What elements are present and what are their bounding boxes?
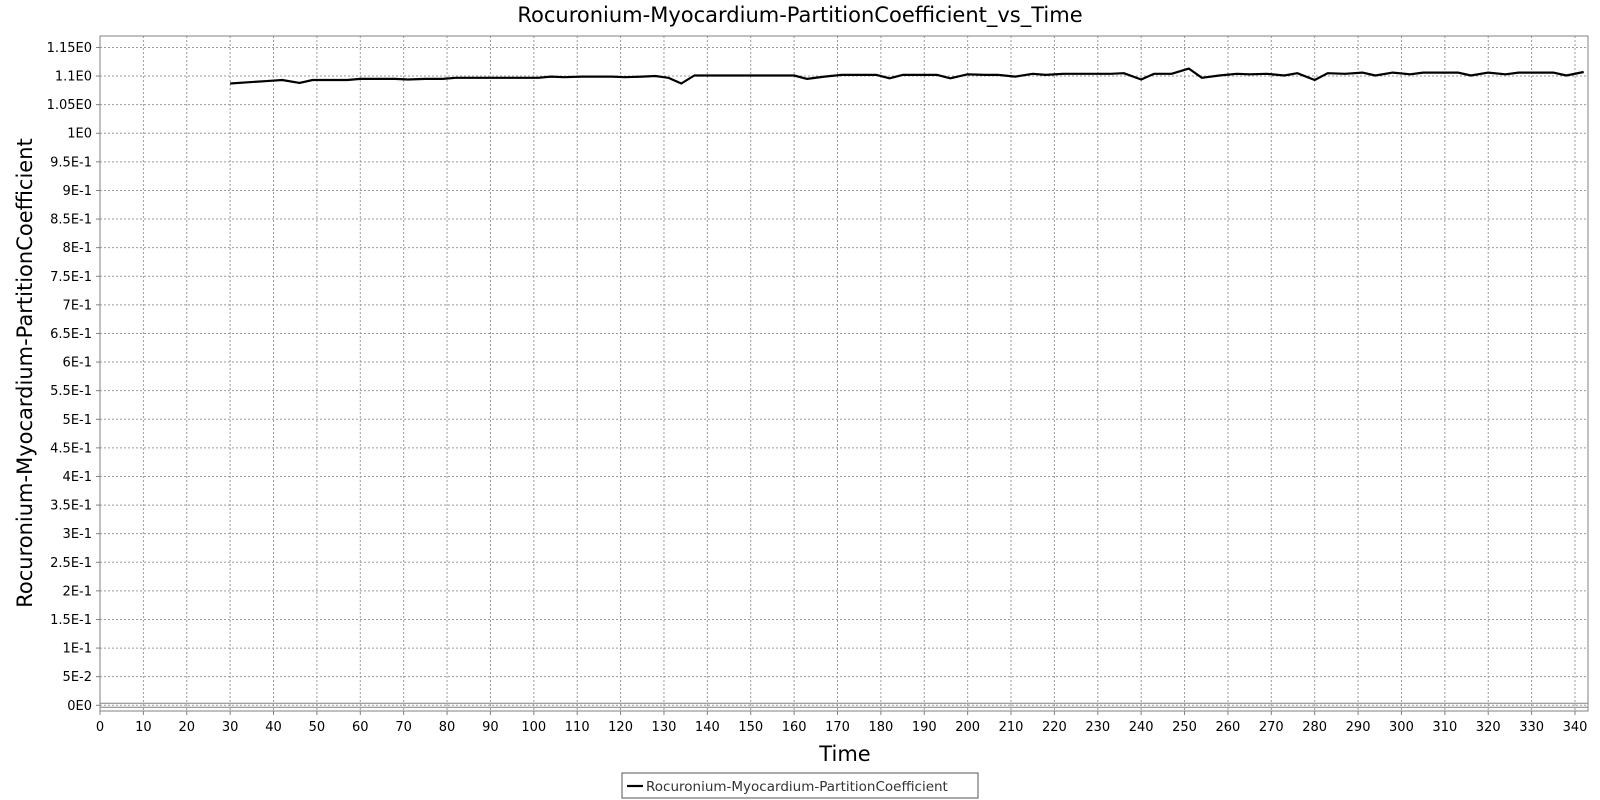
- y-tick-label: 2E-1: [63, 584, 92, 599]
- x-tick-label: 0: [96, 720, 104, 735]
- x-tick-label: 260: [1216, 720, 1241, 735]
- x-tick-label: 150: [738, 720, 763, 735]
- y-axis-ticks: 0E0 5E-2 1E-1 1.5E-1 2E-1 2.5E-1 3E-1 3.5E-1 4E-…: [47, 41, 100, 714]
- series-line: [230, 67, 1584, 85]
- y-tick-label: 5.5E-1: [50, 384, 92, 399]
- legend-box: [621, 772, 979, 799]
- x-tick-label: 320: [1476, 720, 1501, 735]
- y-tick-label: 7E-1: [63, 298, 92, 313]
- x-tick-label: 60: [352, 720, 369, 735]
- x-tick-label: 210: [999, 720, 1024, 735]
- x-tick-label: 280: [1302, 720, 1327, 735]
- x-tick-label: 240: [1129, 720, 1154, 735]
- x-tick-label: 120: [608, 720, 633, 735]
- x-tick-label: 160: [782, 720, 807, 735]
- y-tick-label: 9.5E-1: [50, 155, 92, 170]
- chart-title: Rocuronium-Myocardium-PartitionCoefficie…: [517, 3, 1082, 28]
- y-tick-label: 1E-1: [63, 642, 92, 657]
- x-tick-label: 200: [955, 720, 980, 735]
- x-axis-ticks: 0 10 20 30 40 50 60 70 80 90 100 110 120 130 140 150 160…: [96, 711, 1588, 735]
- y-tick-label: 1.15E0: [47, 41, 92, 56]
- plot-area: [99, 35, 1589, 712]
- y-tick-label: 0E0: [67, 699, 92, 714]
- grid-lines: [100, 36, 1588, 711]
- x-tick-label: 90: [482, 720, 499, 735]
- x-tick-label: 230: [1085, 720, 1110, 735]
- series-layer: [230, 67, 1584, 85]
- y-tick-label: 2.5E-1: [50, 556, 92, 571]
- y-tick-label: 8E-1: [63, 241, 92, 256]
- y-tick-label: 4.5E-1: [50, 441, 92, 456]
- x-tick-label: 330: [1519, 720, 1544, 735]
- y-tick-label: 1.5E-1: [50, 613, 92, 628]
- x-tick-label: 310: [1432, 720, 1457, 735]
- x-tick-label: 40: [265, 720, 282, 735]
- x-tick-label: 290: [1346, 720, 1371, 735]
- legend-label: Rocuronium-Myocardium-PartitionCoefficie…: [646, 779, 948, 795]
- x-tick-label: 100: [521, 720, 546, 735]
- x-tick-label: 10: [135, 720, 152, 735]
- zero-baseline-band: [100, 702, 1588, 708]
- legend: Rocuronium-Myocardium-PartitionCoefficie…: [621, 772, 979, 799]
- x-tick-label: 190: [912, 720, 937, 735]
- x-tick-label: 270: [1259, 720, 1284, 735]
- x-tick-label: 30: [222, 720, 239, 735]
- y-tick-label: 1.05E0: [47, 98, 92, 113]
- x-tick-label: 20: [178, 720, 195, 735]
- y-tick-label: 3.5E-1: [50, 499, 92, 514]
- y-tick-label: 1E0: [67, 127, 92, 142]
- x-tick-label: 250: [1172, 720, 1197, 735]
- x-tick-label: 130: [652, 720, 677, 735]
- y-tick-label: 5E-1: [63, 413, 92, 428]
- y-tick-label: 9E-1: [63, 184, 92, 199]
- x-tick-label: 300: [1389, 720, 1414, 735]
- x-tick-label: 110: [565, 720, 590, 735]
- x-tick-label: 340: [1563, 720, 1588, 735]
- y-tick-label: 5E-2: [63, 670, 92, 685]
- x-tick-label: 50: [309, 720, 326, 735]
- y-tick-label: 1.1E0: [55, 70, 92, 85]
- y-tick-label: 6.5E-1: [50, 327, 92, 342]
- x-axis-label: Time: [818, 742, 870, 766]
- x-tick-label: 220: [1042, 720, 1067, 735]
- y-tick-label: 6E-1: [63, 356, 92, 371]
- y-tick-label: 8.5E-1: [50, 213, 92, 228]
- y-tick-label: 7.5E-1: [50, 270, 92, 285]
- y-tick-label: 4E-1: [63, 470, 92, 485]
- y-axis-label: Rocuronium-Myocardium-PartitionCoefficie…: [13, 138, 37, 608]
- x-tick-label: 80: [439, 720, 456, 735]
- x-tick-label: 180: [868, 720, 893, 735]
- x-tick-label: 140: [695, 720, 720, 735]
- x-tick-label: 70: [395, 720, 412, 735]
- y-tick-label: 3E-1: [63, 527, 92, 542]
- x-tick-label: 170: [825, 720, 850, 735]
